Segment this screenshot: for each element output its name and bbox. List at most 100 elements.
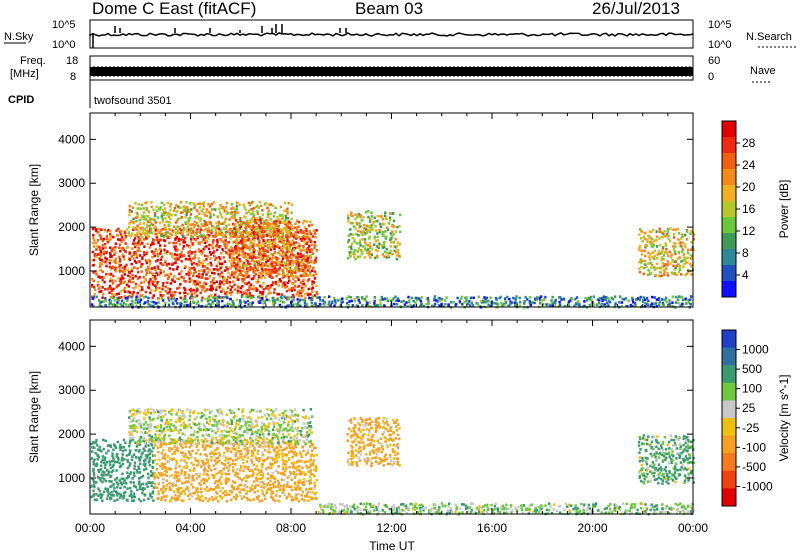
data-cell [214, 294, 216, 297]
data-cell [254, 219, 256, 222]
data-cell [129, 410, 131, 413]
data-cell [258, 460, 260, 463]
data-cell [206, 444, 208, 447]
data-cell [238, 254, 240, 257]
data-cell [347, 295, 349, 298]
data-cell [210, 244, 212, 247]
data-cell [673, 233, 675, 236]
data-cell [665, 242, 667, 245]
data-cell [655, 302, 657, 305]
data-cell [275, 281, 277, 284]
data-cell [185, 462, 187, 465]
data-cell [246, 265, 248, 268]
data-cell [231, 271, 233, 274]
data-cell [284, 221, 286, 224]
data-cell [122, 482, 124, 485]
data-cell [207, 461, 209, 464]
data-cell [159, 229, 161, 232]
data-cell [228, 494, 230, 497]
data-cell [194, 221, 196, 224]
data-cell [170, 413, 172, 416]
data-cell [298, 265, 300, 268]
data-cell [188, 255, 190, 258]
data-cell [213, 277, 215, 280]
data-cell [229, 281, 231, 284]
data-cell [353, 298, 355, 301]
data-cell [672, 260, 674, 263]
data-cell [274, 225, 276, 228]
data-cell [253, 226, 255, 229]
data-cell [146, 432, 148, 435]
data-cell [365, 295, 367, 298]
data-cell [207, 470, 209, 473]
data-cell [255, 226, 257, 229]
data-cell [210, 232, 212, 235]
data-cell [309, 220, 311, 223]
data-cell [265, 468, 267, 471]
data-cell [204, 298, 206, 301]
data-cell [137, 465, 139, 468]
data-cell [641, 253, 643, 256]
data-cell [157, 216, 159, 219]
data-cell [154, 444, 156, 447]
data-cell [311, 450, 313, 453]
data-cell [206, 255, 208, 258]
data-cell [113, 443, 115, 446]
data-cell [171, 439, 173, 442]
data-cell [159, 291, 161, 294]
data-cell [111, 491, 113, 494]
data-cell [441, 298, 443, 301]
data-cell [138, 480, 140, 483]
data-cell [399, 231, 401, 234]
data-cell [284, 256, 286, 259]
data-cell [242, 470, 244, 473]
data-cell [133, 291, 135, 294]
data-cell [139, 463, 141, 466]
data-cell [240, 488, 242, 491]
data-cell [148, 268, 150, 271]
data-cell [644, 232, 646, 235]
data-cell [261, 466, 263, 469]
data-cell [157, 451, 159, 454]
data-cell [655, 239, 657, 242]
data-cell [109, 238, 111, 241]
data-cell [675, 260, 677, 263]
data-cell [666, 301, 668, 304]
data-cell [237, 450, 239, 453]
data-cell [184, 241, 186, 244]
data-cell [291, 264, 293, 267]
data-cell [350, 248, 352, 251]
data-cell [203, 260, 205, 263]
data-cell [126, 487, 128, 490]
data-cell [434, 295, 436, 298]
data-cell [221, 271, 223, 274]
data-cell [197, 494, 199, 497]
freq-band [90, 67, 693, 76]
data-cell [240, 240, 242, 243]
data-cell [214, 449, 216, 452]
data-cell [133, 221, 135, 224]
data-cell [189, 493, 191, 496]
data-cell [243, 477, 245, 480]
data-cell [202, 273, 204, 276]
data-cell [226, 202, 228, 205]
data-cell [129, 462, 131, 465]
data-cell [593, 296, 595, 299]
data-cell [170, 488, 172, 491]
data-cell [152, 208, 154, 211]
data-cell [204, 265, 206, 268]
data-cell [121, 236, 123, 239]
data-cell [256, 289, 258, 292]
data-cell [245, 212, 247, 215]
data-cell [148, 427, 150, 430]
data-cell [625, 297, 627, 300]
data-cell [146, 201, 148, 204]
data-cell [144, 462, 146, 465]
data-cell [162, 218, 164, 221]
data-cell [670, 253, 672, 256]
data-cell [293, 269, 295, 272]
data-cell [241, 285, 243, 288]
data-cell [110, 497, 112, 500]
data-cell [551, 300, 553, 303]
data-cell [281, 293, 283, 296]
